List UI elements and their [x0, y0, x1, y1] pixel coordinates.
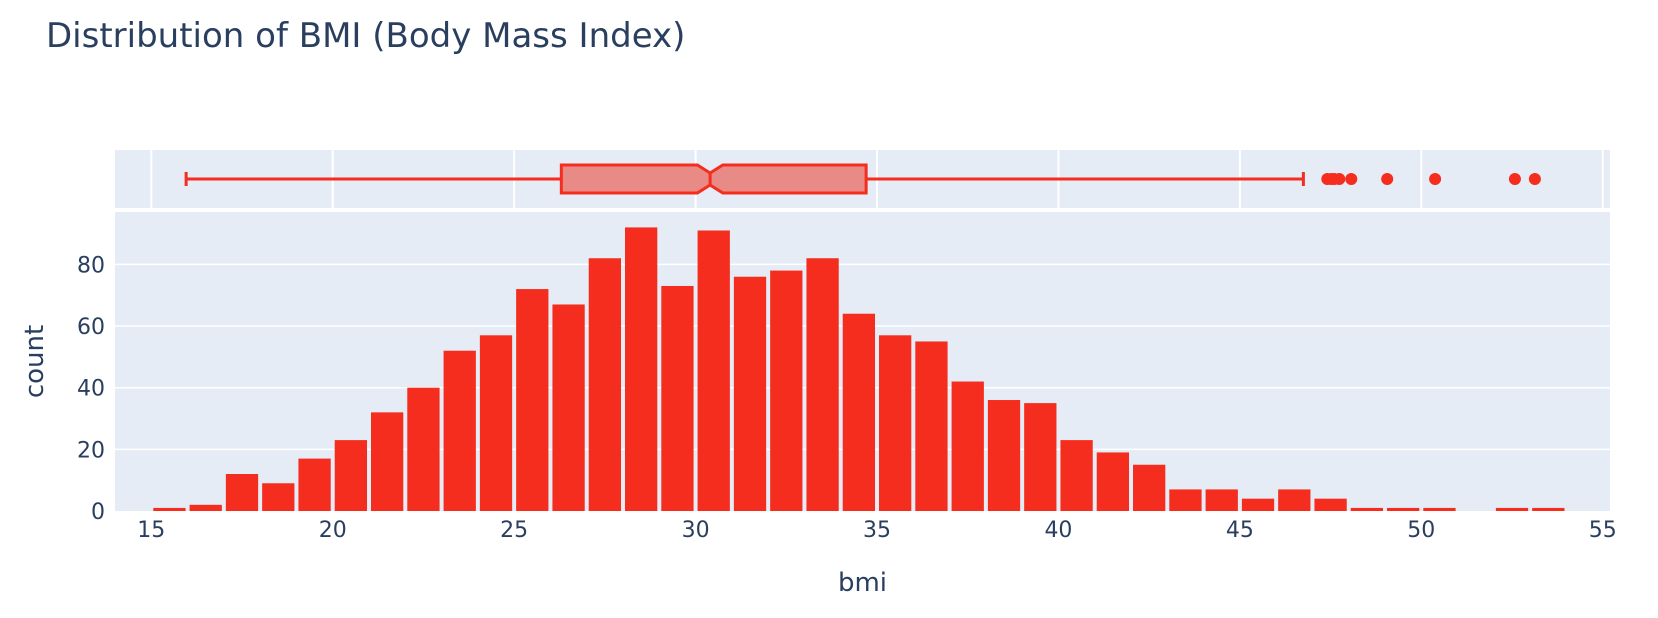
- y-axis-title: count: [20, 325, 50, 398]
- x-tick-label: 25: [500, 518, 528, 543]
- histogram-bar: [697, 230, 730, 511]
- histogram-bar: [879, 335, 912, 511]
- histogram-bar: [443, 350, 476, 511]
- histogram-bar: [1278, 489, 1311, 511]
- histogram-bar: [298, 458, 331, 511]
- histogram-bar: [951, 381, 984, 511]
- histogram-bar: [334, 440, 368, 511]
- histogram-bar: [1133, 464, 1166, 511]
- x-tick-label: 20: [319, 518, 347, 543]
- histogram-bar: [1495, 507, 1529, 511]
- histogram-bar: [1532, 507, 1565, 511]
- histogram-bar: [225, 474, 259, 511]
- histogram-bar: [407, 387, 440, 511]
- histogram-bar: [770, 270, 803, 511]
- x-tick-label: 35: [863, 518, 891, 543]
- y-tick-label: 20: [77, 438, 105, 463]
- histogram-bar: [262, 483, 295, 511]
- histogram-bar: [1423, 507, 1456, 511]
- outlier-point: [1345, 173, 1358, 185]
- outlier-point: [1508, 173, 1521, 185]
- histogram-bar: [733, 276, 767, 511]
- y-tick-label: 40: [77, 377, 105, 402]
- x-tick-label: 15: [137, 518, 165, 543]
- x-tick-label: 55: [1589, 518, 1617, 543]
- y-tick-label: 60: [77, 315, 105, 340]
- box-plot: [184, 163, 1541, 195]
- histogram-bar: [588, 258, 622, 511]
- histogram-bar: [1350, 507, 1384, 511]
- histogram-bar: [1169, 489, 1202, 511]
- histogram-bar: [661, 285, 694, 511]
- histogram-bar: [1096, 452, 1130, 511]
- chart-title: Distribution of BMI (Body Mass Index): [46, 16, 686, 56]
- histogram-bar: [189, 504, 222, 511]
- histogram-bar: [915, 341, 948, 511]
- histogram-bar: [625, 227, 658, 512]
- outlier-point: [1333, 173, 1346, 185]
- histogram-bar: [1024, 403, 1057, 511]
- histogram-bar: [1060, 440, 1093, 511]
- axis-ticks: 15 20 25 30 35 40 45 50 55 0 20 40 60 80: [77, 253, 1617, 543]
- histogram-bar: [153, 507, 186, 511]
- histogram-bar: [1314, 498, 1347, 511]
- outlier-point: [1528, 173, 1541, 185]
- histogram-bar: [806, 258, 839, 511]
- x-tick-label: 40: [1044, 518, 1072, 543]
- x-tick-label: 45: [1226, 518, 1254, 543]
- outlier-point: [1381, 173, 1394, 185]
- histogram-bar: [371, 412, 404, 511]
- histogram-bar: [987, 400, 1021, 511]
- histogram-bar: [516, 289, 549, 511]
- histogram-bar: [1205, 489, 1238, 511]
- y-tick-label: 0: [91, 500, 105, 525]
- histogram-bars: [153, 227, 1565, 512]
- box-body: [559, 163, 868, 195]
- histogram-bar: [1241, 498, 1275, 511]
- histogram-bar: [1387, 507, 1420, 511]
- x-tick-label: 30: [682, 518, 710, 543]
- histogram-bar: [479, 335, 513, 511]
- histogram-bar: [552, 304, 585, 511]
- histogram-bar: [842, 313, 876, 511]
- y-tick-label: 80: [77, 253, 105, 278]
- outlier-point: [1429, 173, 1442, 185]
- x-tick-label: 50: [1407, 518, 1435, 543]
- x-axis-title: bmi: [838, 568, 887, 598]
